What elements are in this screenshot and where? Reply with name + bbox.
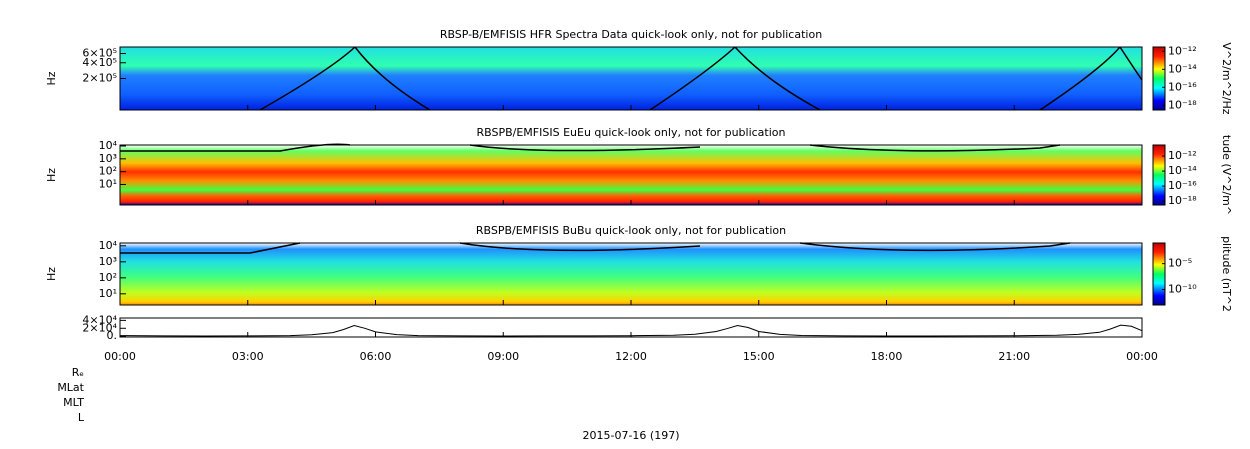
ephemeris-label: Rₑ <box>72 366 84 379</box>
colorbar-tick-label: 10⁻¹⁴ <box>1168 164 1197 177</box>
x-tick-label: 00:00 <box>1126 350 1158 363</box>
colorbar-tick-label: 10⁻¹² <box>1168 44 1197 57</box>
y-axis-label: Hz <box>45 71 58 85</box>
cyclotron-line <box>259 46 1143 111</box>
spectrogram-images <box>120 46 1143 305</box>
y-tick-label: 4×10⁴ <box>82 313 117 326</box>
spectrogram <box>120 145 1142 205</box>
x-tick-label: 21:00 <box>998 350 1030 363</box>
x-tick-label: 06:00 <box>360 350 392 363</box>
x-tick-label: 18:00 <box>871 350 903 363</box>
panel-title: RBSPB/EMFISIS EuEu quick-look only, not … <box>476 126 785 139</box>
y-tick-label: 10³ <box>99 152 117 165</box>
y-tick-label: 6×10⁵ <box>82 47 117 60</box>
ephemeris-label: L <box>78 411 85 424</box>
y-axis-label: Hz <box>45 168 58 182</box>
colorbar-tick-label: 10⁻¹⁸ <box>1168 194 1197 207</box>
colorbar-tick-label: 10⁻¹⁴ <box>1168 62 1197 75</box>
colorbar-tick-label: 10⁻¹² <box>1168 149 1197 162</box>
y-tick-label: 0. <box>107 329 118 342</box>
panel-title: RBSP-B/EMFISIS HFR Spectra Data quick-lo… <box>440 28 822 41</box>
ephemeris-label: MLat <box>57 381 84 394</box>
colorbar-tick-label: 10⁻¹⁰ <box>1168 283 1197 296</box>
y-tick-label: 2×10⁵ <box>82 72 117 85</box>
y-tick-label: 4×10⁵ <box>82 56 117 69</box>
y-tick-label: 10¹ <box>99 287 117 300</box>
y-tick-label: 10² <box>99 165 117 178</box>
line-series <box>119 324 1143 337</box>
y-axis-label: Hz <box>45 267 58 281</box>
colorbar-label: tude (V^2/m^ <box>1220 135 1233 215</box>
colorbar-label: V^2/m^2/Hz <box>1220 42 1233 114</box>
panel-title: RBSPB/EMFISIS BuBu quick-look only, not … <box>476 224 786 237</box>
colorbar-tick-label: 10⁻⁵ <box>1168 257 1192 270</box>
x-tick-label: 00:00 <box>104 350 136 363</box>
colorbar-tick-label: 10⁻¹⁸ <box>1168 98 1197 111</box>
x-tick-label: 15:00 <box>743 350 775 363</box>
y-tick-label: 10¹ <box>99 177 117 190</box>
ephemeris-label: MLT <box>63 396 84 409</box>
colorbar <box>1152 242 1166 306</box>
y-tick-label: 2×10⁴ <box>82 321 117 334</box>
y-tick-label: 10⁴ <box>99 139 118 152</box>
y-tick-label: 10³ <box>99 255 117 268</box>
x-tick-label: 12:00 <box>615 350 647 363</box>
colorbar <box>1152 144 1166 206</box>
y-tick-label: 10⁴ <box>99 239 118 252</box>
spectrogram <box>120 47 1142 110</box>
colorbar-tick-label: 10⁻¹⁶ <box>1168 80 1197 93</box>
y-tick-label: 10² <box>99 271 117 284</box>
x-tick-label: 09:00 <box>487 350 519 363</box>
date-label: 2015-07-16 (197) <box>582 429 679 442</box>
colorbar-tick-label: 10⁻¹⁶ <box>1168 179 1197 192</box>
colorbar <box>1152 46 1166 111</box>
spectrogram <box>120 243 1142 305</box>
colorbar-label: plitude (nT^2 <box>1220 236 1233 312</box>
x-tick-label: 03:00 <box>232 350 264 363</box>
